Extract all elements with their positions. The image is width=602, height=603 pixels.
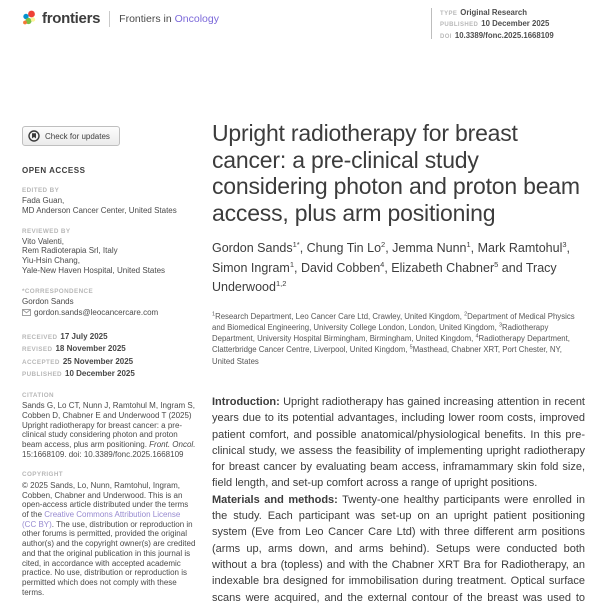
article-meta: TYPE Original Research PUBLISHED 10 Decembe…: [440, 8, 554, 42]
envelope-icon: [22, 309, 31, 317]
author-name: Gordon Sands1*: [212, 239, 300, 255]
meta-row: PUBLISHED 10 December 2025: [440, 19, 550, 29]
main-content: Upright radiotherapy for breast cancer: …: [212, 120, 585, 603]
abstract-paragraph: Materials and methods: Twenty-one health…: [212, 493, 585, 603]
citation-text: Sands G, Lo CT, Nunn J, Ramtohul M, Ingr…: [22, 401, 196, 459]
date-row: RECEIVED 17 July 2025: [22, 332, 108, 342]
journal-title: Frontiers in Oncology: [119, 13, 219, 25]
author-name: Chung Tin Lo2: [306, 239, 386, 255]
edited-by-label: EDITED BY: [22, 187, 60, 194]
date-row: REVISED 18 November 2025: [22, 344, 126, 354]
author-name: Jemma Nunn1: [392, 239, 471, 255]
citation-label: CITATION: [22, 391, 54, 399]
logo-wordmark: frontiers: [42, 10, 101, 27]
check-updates-label: Check for updates: [45, 131, 110, 141]
copyright-text: © 2025 Sands, Lo, Nunn, Ramtohul, Ingram…: [22, 481, 196, 597]
open-access-heading: OPEN ACCESS: [22, 166, 86, 175]
citation-text-1: Sands G, Lo CT, Nunn J, Ramtohul M, Ingr…: [22, 401, 195, 450]
correspondence-email-link[interactable]: gordon.sands@leocancercare.com: [34, 308, 159, 318]
article-title: Upright radiotherapy for breast cancer: …: [212, 120, 580, 226]
reviewed-by-label: REVIEWED BY: [22, 227, 71, 235]
author-name: David Cobben4: [300, 259, 385, 275]
copyright-text-2: . The use, distribution or reproduction …: [22, 519, 196, 597]
check-updates-button[interactable]: Check for updates: [22, 126, 120, 146]
date-row: ACCEPTED 25 November 2025: [22, 356, 134, 366]
author-name: Simon Ingram1: [212, 259, 294, 275]
meta-row: TYPE Original Research: [440, 8, 528, 17]
journal-name-link[interactable]: Oncology: [174, 12, 219, 25]
abstract-paragraph: Introduction: Upright radiotherapy has g…: [212, 395, 585, 490]
citation-text-2: 15:1668109. doi: 10.3389/fonc.2025.16681…: [22, 449, 184, 459]
author-list: Gordon Sands1*, Chung Tin Lo2, Jemma Nun…: [212, 239, 571, 295]
header-divider: [109, 10, 111, 27]
affiliation-list: 1Research Department, Leo Cancer Care Lt…: [212, 310, 575, 366]
author-name: Elizabeth Chabner5: [391, 259, 499, 275]
correspondence-name: Gordon Sands: [22, 297, 74, 307]
header: frontiers Frontiers in Oncology: [22, 10, 219, 27]
copyright-text-1: © 2025 Sands, Lo, Nunn, Ramtohul, Ingram…: [22, 480, 189, 520]
correspondence-label: *CORRESPONDENCE: [22, 287, 94, 295]
reviewed-by-value: Vito Valenti, Rem Radioterapia Srl, Italy…: [22, 236, 166, 275]
meta-divider: [431, 8, 432, 39]
cc-by-license-link[interactable]: Creative Commons Attribution License (CC…: [22, 510, 181, 529]
article-dates: RECEIVED 17 July 2025 REVISED 18 November 2…: [22, 330, 196, 380]
meta-row: DOI 10.3389/fonc.2025.1668109: [440, 30, 554, 40]
author-name: Tracy Underwood1,2: [212, 260, 557, 295]
copyright-label: COPYRIGHT: [22, 471, 64, 479]
frontiers-logo-icon: [23, 10, 36, 25]
citation-journal-italic: Front. Oncol.: [149, 440, 196, 450]
date-row: PUBLISHED 10 December 2025: [22, 369, 135, 379]
frontiers-logo[interactable]: frontiers: [22, 10, 100, 27]
sidebar: Check for updates OPEN ACCESS EDITED BY …: [22, 126, 196, 597]
abstract: Introduction: Upright radiotherapy has g…: [212, 394, 585, 603]
journal-prefix: Frontiers in: [119, 12, 172, 25]
author-name: Mark Ramtohul3: [477, 239, 567, 255]
crossmark-icon: [28, 130, 40, 142]
edited-by-value: Fada Guan, MD Anderson Cancer Center, Uni…: [22, 196, 177, 215]
correspondence-email-row: gordon.sands@leocancercare.com: [22, 308, 196, 317]
